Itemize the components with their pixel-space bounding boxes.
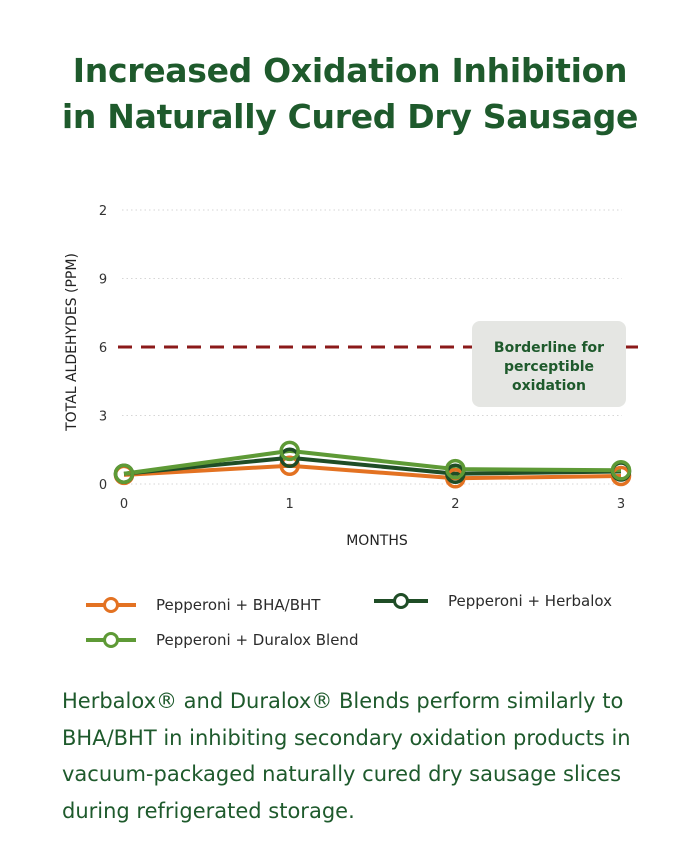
chart-title-line-1: Increased Oxidation Inhibition (72, 51, 628, 90)
data-point (445, 458, 466, 480)
line-chart: 0 3 6 9 2 0 1 2 3 Borderline for perceptible oxidat… (64, 204, 646, 549)
legend-label-herbalox: Pepperoni + Herbalox (448, 592, 612, 610)
chart-title-line-2: in Naturally Cured Dry Sausage (61, 97, 639, 136)
legend-label-bha-bht: Pepperoni + BHA/BHT (156, 596, 321, 614)
legend-item-bha-bht: Pepperoni + BHA/BHT (84, 593, 320, 617)
legend-swatch-bha-bht (86, 597, 136, 613)
y-tick-label: 3 (99, 410, 107, 425)
series-line (123, 455, 622, 476)
threshold-label-line: oxidation (512, 378, 586, 394)
legend-item-herbalox: Pepperoni + Herbalox (372, 589, 612, 613)
x-tick-label: 3 (617, 497, 625, 512)
data-point (279, 440, 300, 462)
threshold-label-box (472, 321, 626, 407)
data-point (279, 455, 300, 476)
y-tick-label: 9 (99, 273, 107, 288)
legend-item-duralox: Pepperoni + Duralox Blend (84, 628, 358, 652)
legend-label-duralox: Pepperoni + Duralox Blend (156, 631, 359, 649)
threshold-label-line: Borderline for (494, 340, 604, 356)
series-line (123, 463, 622, 481)
series-line (123, 448, 622, 476)
legend-swatch-duralox (86, 632, 136, 648)
chart-description: Herbalox® and Duralox® Blends perform si… (62, 689, 631, 823)
x-tick-label: 0 (120, 497, 128, 512)
y-axis-label: TOTAL ALDEHYDES (PPM) (64, 253, 80, 432)
legend-swatch-herbalox (374, 593, 428, 609)
chart-title: Increased Oxidation Inhibition in Natura… (0, 48, 700, 140)
y-tick-label: 6 (99, 341, 107, 356)
data-point (279, 447, 300, 468)
x-tick-label: 2 (451, 497, 459, 512)
y-tick-label: 0 (99, 478, 107, 493)
data-point (610, 460, 632, 481)
x-tick-label: 1 (286, 497, 294, 512)
x-axis-label: MONTHS (346, 533, 408, 549)
y-tick-label: 2 (99, 204, 107, 219)
threshold-label-line: perceptible (504, 359, 594, 375)
data-point (113, 463, 135, 484)
